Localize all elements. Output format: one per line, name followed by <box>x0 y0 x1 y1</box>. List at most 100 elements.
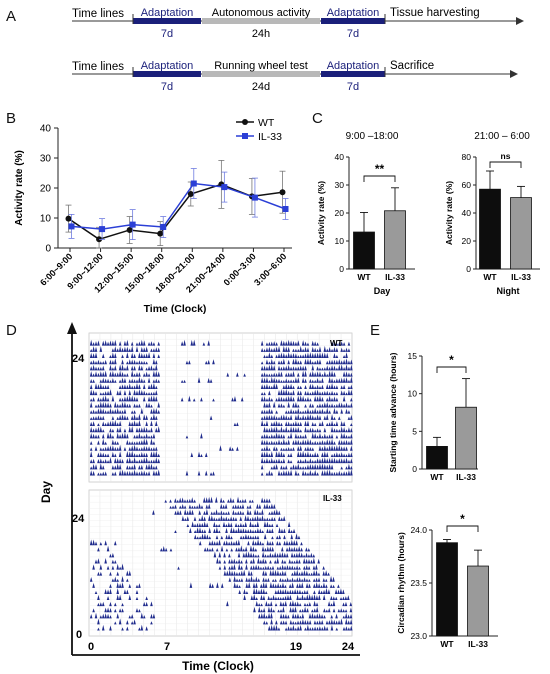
bar-chart-start-advance: 0 5 10 15 WT IL-33 * Starting time advance (hou… <box>388 351 478 482</box>
significance-bracket <box>363 175 396 182</box>
ytick-label: 5 <box>412 426 417 436</box>
significance-label: * <box>449 353 454 367</box>
d-y-label: Day <box>39 481 53 503</box>
y-label: Activity rate (%) <box>444 181 454 245</box>
ytick-label: 23.0 <box>410 631 427 641</box>
ytick-label: 0 <box>412 464 417 474</box>
d-x-label: Time (Clock) <box>182 659 254 673</box>
ytick-label: 0 <box>466 264 471 274</box>
b-y-label: Activity rate (%) <box>14 150 25 226</box>
timeline-2-seg-2-bottom: 24d <box>252 81 270 93</box>
ytick-label: 20 <box>462 236 472 246</box>
d-xtick-0: 0 <box>88 641 94 653</box>
panel-letter-e: E <box>370 322 381 339</box>
significance-bracket <box>436 366 467 373</box>
ytick-label: 24.0 <box>410 525 427 535</box>
timeline-1-label: Time lines <box>72 8 124 20</box>
b-point-il33 <box>160 224 167 230</box>
timeline-2-seg-2-bar <box>202 71 320 77</box>
d-il33-tag: IL-33 <box>323 494 342 503</box>
b-point-il33 <box>99 226 106 233</box>
significance-label: ** <box>375 162 385 176</box>
b-series-line-il33 <box>71 182 286 230</box>
timeline-1-seg-3-top: Adaptation <box>327 7 380 19</box>
y-label: Circadian rhythm (hours) <box>396 532 406 634</box>
c-night-title: 21:00 – 6:00 <box>474 131 530 142</box>
d-y-arrow <box>67 322 77 334</box>
ytick-label: 60 <box>462 180 472 190</box>
timeline-1-end-label: Tissue harvesting <box>390 7 480 19</box>
x-label: Day <box>374 286 391 296</box>
timeline-2-seg-3-bar <box>321 71 385 77</box>
d-xtick-19: 19 <box>290 641 302 653</box>
xtick-label: WT <box>483 272 497 282</box>
b-point-wt <box>126 227 133 233</box>
b-point-il33 <box>251 194 258 201</box>
xtick-label: IL-33 <box>468 639 488 649</box>
ytick-label: 40 <box>335 152 345 162</box>
bar-chart-day: 0 10 20 30 40 WT IL-33 ** Activity rate (%) Day <box>316 152 415 296</box>
bar-il-33 <box>467 565 489 637</box>
b-legend-wt: WT <box>258 117 275 129</box>
y-label: Starting time advance (hours) <box>388 352 398 472</box>
d-xtick-7: 7 <box>164 641 170 653</box>
timeline-1-seg-2-bar <box>202 18 320 24</box>
b-ytick-label: 30 <box>40 154 52 165</box>
c-day-title: 9:00 –18:00 <box>346 131 399 142</box>
ytick-label: 80 <box>462 152 472 162</box>
b-ytick-label: 20 <box>40 184 52 195</box>
d-zero: 0 <box>76 629 82 641</box>
bar-wt <box>479 188 501 270</box>
xtick-label: IL-33 <box>511 272 531 282</box>
timeline-1-seg-2-bottom: 24h <box>252 28 270 40</box>
ytick-label: 10 <box>408 389 418 399</box>
significance-bracket <box>489 161 522 168</box>
timeline-2-seg-1-bottom: 7d <box>161 81 173 93</box>
panel-letter-a: A <box>6 8 17 25</box>
timeline-1-seg-1-bar <box>133 18 201 24</box>
b-point-wt <box>65 215 72 222</box>
ytick-label: 15 <box>408 351 418 361</box>
b-point-wt <box>157 230 164 237</box>
b-legend: WT IL-33 <box>236 117 282 143</box>
bar-il-33 <box>455 406 477 470</box>
timeline-2-seg-1-top: Adaptation <box>141 60 194 72</box>
timeline-2-seg-2-top: Running wheel test <box>214 60 308 72</box>
ytick-label: 30 <box>335 180 345 190</box>
b-ytick-label: 10 <box>40 214 52 225</box>
timeline-2-seg-3-top: Adaptation <box>327 60 380 72</box>
b-point-wt <box>187 191 194 197</box>
d-il33-24: 24 <box>72 513 85 525</box>
x-label: Night <box>497 286 520 296</box>
xtick-label: WT <box>440 639 454 649</box>
d-il33-activity <box>89 496 353 631</box>
panel-letter-d: D <box>6 322 17 339</box>
xtick-label: IL-33 <box>385 272 405 282</box>
b-x-label: Time (Clock) <box>144 303 207 315</box>
b-point-il33 <box>129 221 136 228</box>
ytick-label: 10 <box>335 236 345 246</box>
timeline-1-seg-1-bottom: 7d <box>161 28 173 40</box>
b-point-il33 <box>282 206 289 212</box>
d-wt-tag: WT <box>330 339 343 348</box>
b-point-il33 <box>68 223 75 230</box>
ytick-label: 0 <box>339 264 344 274</box>
b-ytick-label: 0 <box>45 244 51 255</box>
significance-bracket <box>446 525 479 532</box>
bar-chart-circadian: 23.0 23.5 24.0 WT IL-33 * Circadian rhythm (ho… <box>396 512 498 649</box>
y-label: Activity rate (%) <box>316 181 326 245</box>
timeline-2-seg-3-bottom: 7d <box>347 81 359 93</box>
b-legend-il33: IL-33 <box>258 131 282 143</box>
ytick-label: 40 <box>462 208 472 218</box>
timeline-2: Time lines Adaptation 7d Running wheel t… <box>72 60 518 93</box>
bar-wt <box>426 445 448 470</box>
timeline-2-label: Time lines <box>72 61 124 73</box>
timeline-1-seg-3-bottom: 7d <box>347 28 359 40</box>
bar-chart-night: 0 20 40 60 80 WT IL-33 ns Activity rate (%) Night <box>444 151 540 296</box>
b-point-il33 <box>221 184 228 191</box>
actogram-panel: Day Time (Clock) 24 24 0 0 7 19 24 WT IL… <box>39 322 360 673</box>
d-wt-activity <box>89 339 353 476</box>
panel-letter-c: C <box>312 110 323 127</box>
